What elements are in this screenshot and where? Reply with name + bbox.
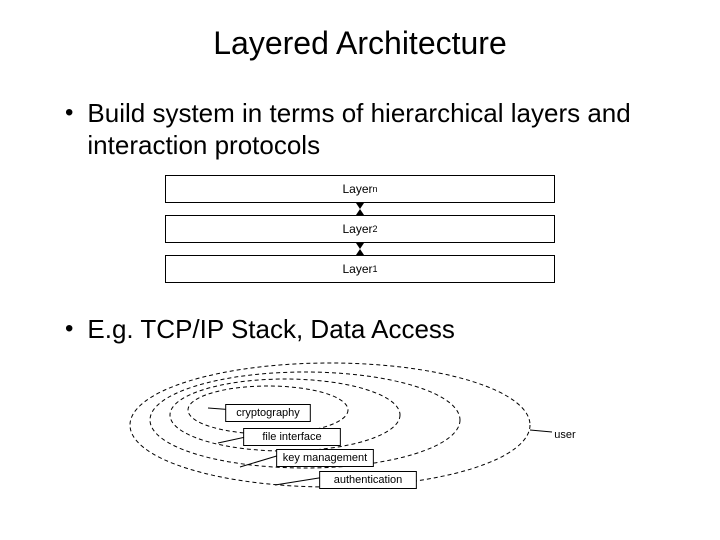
layer-label: Layer xyxy=(342,222,372,236)
slide-title: Layered Architecture xyxy=(40,25,680,62)
layer-gap xyxy=(165,243,555,255)
bullet-dot-icon: • xyxy=(65,313,73,345)
onion-label: user xyxy=(554,429,576,441)
onion-label: cryptography xyxy=(236,407,300,419)
onion-label: authentication xyxy=(334,474,403,486)
layer-stack-diagram: LayernLayer2Layer1 xyxy=(165,175,555,283)
onion-diagram: cryptography file interface key management… xyxy=(120,355,600,500)
bullet-item-2: • E.g. TCP/IP Stack, Data Access xyxy=(65,313,680,345)
bullet-text-2: E.g. TCP/IP Stack, Data Access xyxy=(87,313,455,345)
bullet-dot-icon: • xyxy=(65,97,73,129)
bullet-text-1: Build system in terms of hierarchical la… xyxy=(87,97,680,161)
leader-line xyxy=(530,430,552,432)
layer-subscript: n xyxy=(373,184,378,194)
layer-gap xyxy=(165,203,555,215)
layer-box: Layer1 xyxy=(165,255,555,283)
bullet-item-1: • Build system in terms of hierarchical … xyxy=(65,97,680,161)
layer-subscript: 1 xyxy=(373,264,378,274)
onion-label: file interface xyxy=(262,431,321,443)
layer-label: Layer xyxy=(342,182,372,196)
onion-label: key management xyxy=(283,452,367,464)
slide: Layered Architecture • Build system in t… xyxy=(0,0,720,540)
layer-box: Layer2 xyxy=(165,215,555,243)
layer-box: Layern xyxy=(165,175,555,203)
layer-subscript: 2 xyxy=(373,224,378,234)
leader-line xyxy=(240,455,280,467)
layer-label: Layer xyxy=(342,262,372,276)
leader-line xyxy=(275,477,325,485)
onion-svg: cryptography file interface key management… xyxy=(120,355,600,495)
